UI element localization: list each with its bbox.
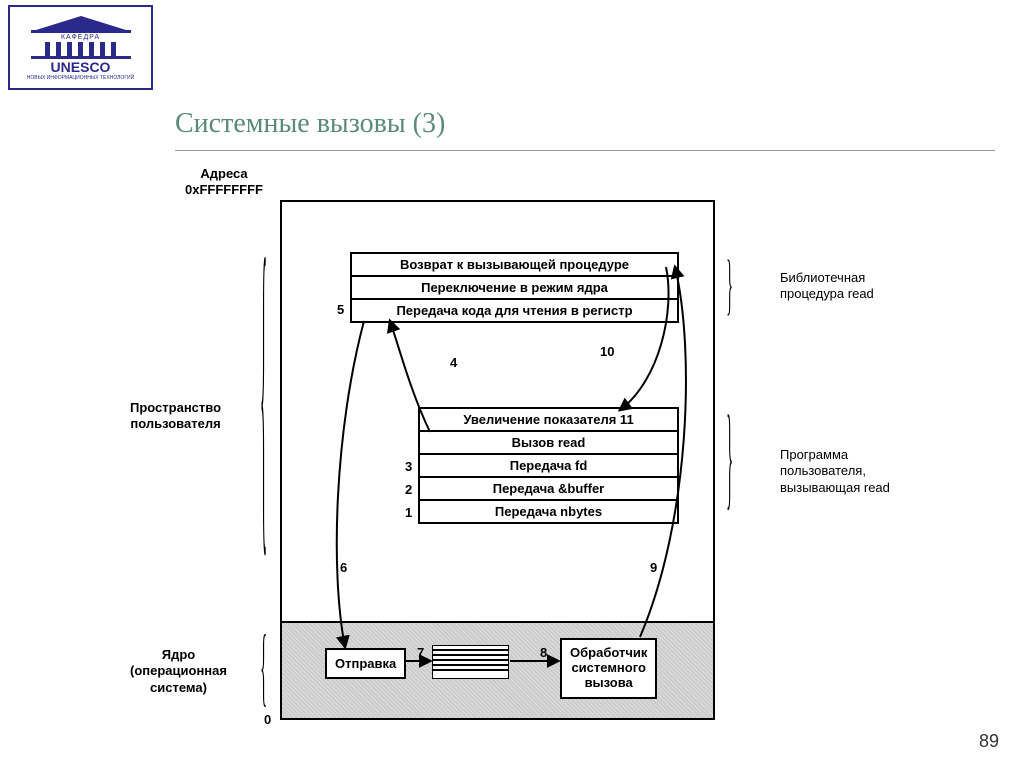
logo-roof [36,16,126,30]
lib-row-regcode: Передача кода для чтения в регистр [352,300,677,321]
logo-base [31,30,131,33]
step-1: 1 [405,505,412,520]
user-row-nbytes: Передача nbytes [420,501,677,522]
user-row-buf: Передача &buffer [420,478,677,501]
logo-line2: UNESCO [51,59,111,75]
handler-box: Обработчик системного вызова [560,638,657,699]
user-block: Увеличение показателя 11 Вызов read Пере… [418,407,679,524]
user-row-call: Вызов read [420,432,677,455]
brace-lib: } [726,244,733,324]
user-space-label: Пространство пользователя [130,400,221,433]
user-row-inc: Увеличение показателя 11 [420,409,677,432]
brace-user-prog: } [726,387,733,523]
page: КАФЕДРА UNESCO НОВЫХ ИНФОРМАЦИОННЫХ ТЕХН… [0,0,1024,767]
dispatch-box: Отправка [325,648,406,679]
address-top-label: Адреса 0xFFFFFFFF [185,166,263,199]
step-8: 8 [540,645,547,660]
lib-proc-label: Библиотечная процедура read [780,270,874,303]
brace-user: { [260,174,267,597]
step-4: 4 [450,355,457,370]
step-10: 10 [600,344,614,359]
logo-cols [45,42,116,56]
title-rule [175,150,995,151]
lib-row-trap: Переключение в режим ядра [352,277,677,300]
brace-kernel: { [260,614,267,717]
syscall-diagram: Адреса 0xFFFFFFFF 0 Пространство пользов… [130,170,915,730]
logo-line1: КАФЕДРА [61,34,100,41]
kernel-label: Ядро (операционная система) [130,647,227,696]
user-row-fd: Передача fd [420,455,677,478]
step-9: 9 [650,560,657,575]
step-7: 7 [417,645,424,660]
logo-line3: НОВЫХ ИНФОРМАЦИОННЫХ ТЕХНОЛОГИЙ [27,75,134,81]
step-2: 2 [405,482,412,497]
syscall-table [432,645,509,679]
step-5: 5 [337,302,344,317]
page-title: Системные вызовы (3) [175,108,445,140]
step-3: 3 [405,459,412,474]
step-6: 6 [340,560,347,575]
page-number: 89 [979,731,999,752]
lib-row-return: Возврат к вызывающей процедуре [352,254,677,277]
library-block: Возврат к вызывающей процедуре Переключе… [350,252,679,323]
user-prog-label: Программа пользователя, вызывающая read [780,447,890,496]
unesco-logo: КАФЕДРА UNESCO НОВЫХ ИНФОРМАЦИОННЫХ ТЕХН… [8,5,153,90]
